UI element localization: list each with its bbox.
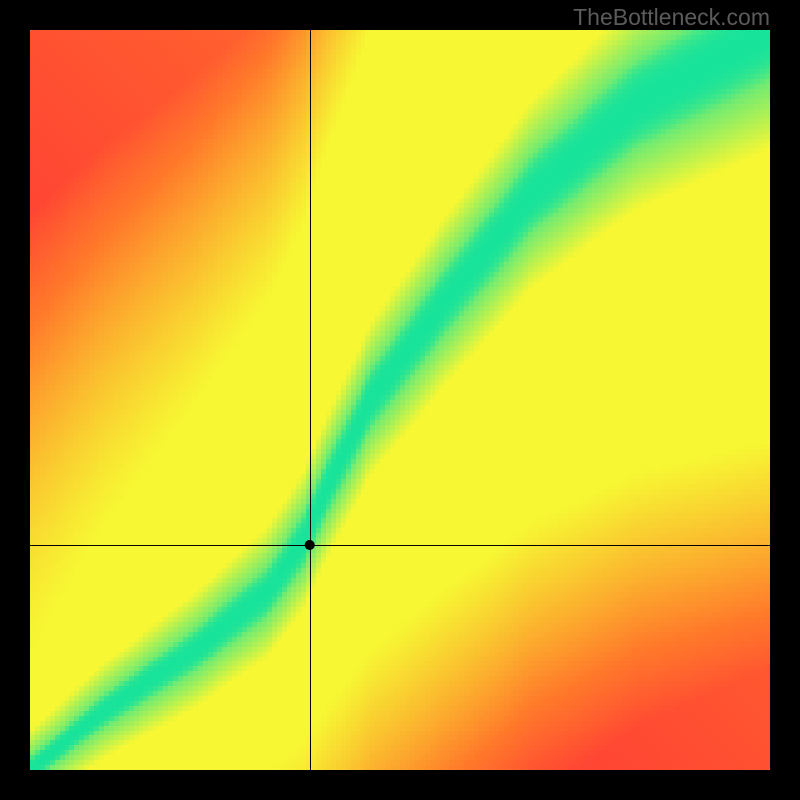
- watermark-text: TheBottleneck.com: [573, 4, 770, 31]
- chart-container: TheBottleneck.com: [0, 0, 800, 800]
- bottleneck-heatmap: [0, 0, 800, 800]
